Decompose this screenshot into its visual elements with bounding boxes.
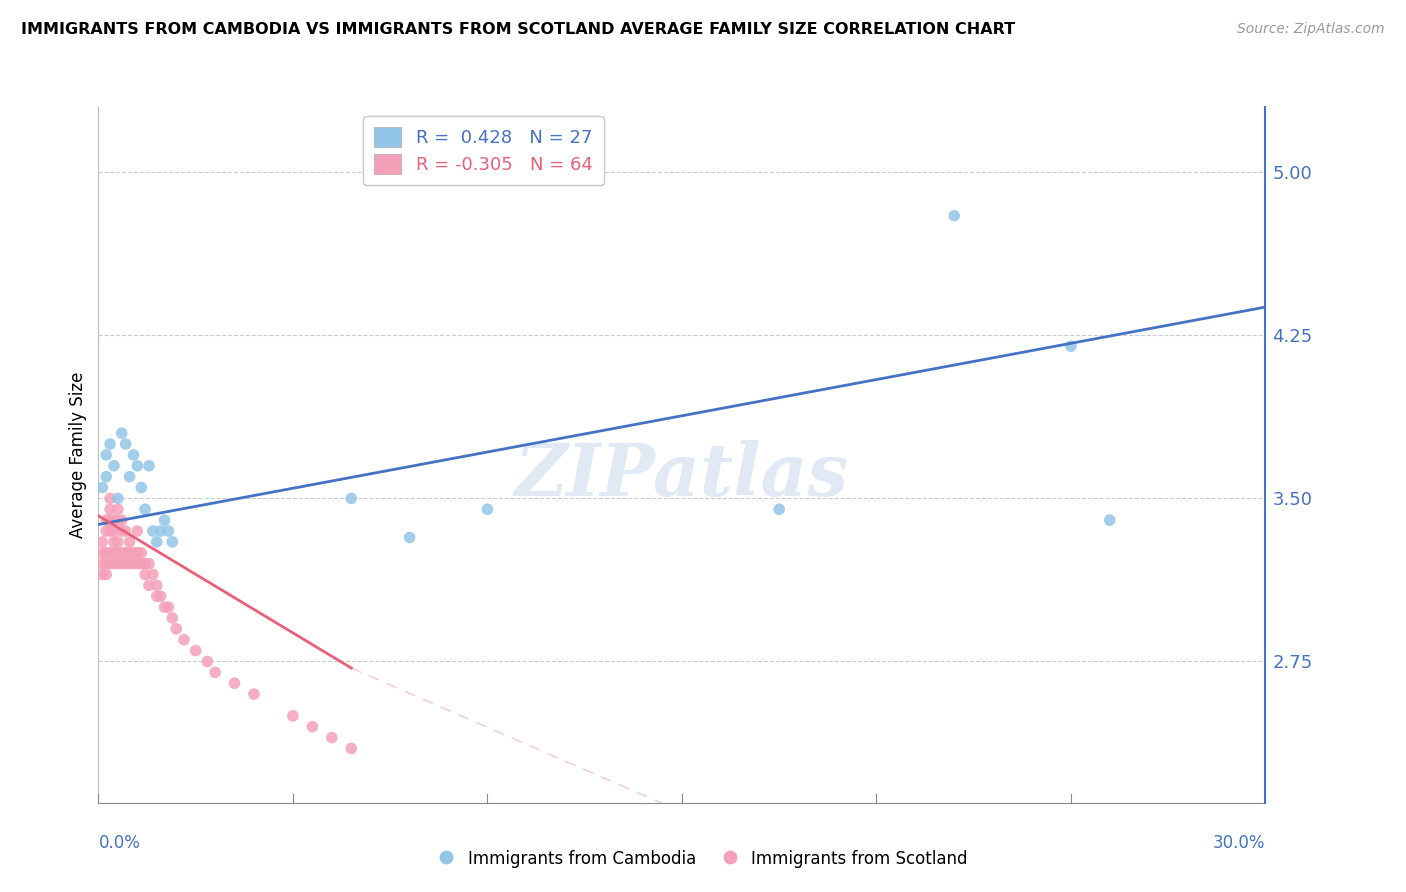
Point [134,502,156,516]
Point [173,632,195,647]
Point [127,557,149,571]
Point [111,557,134,571]
Point [195,655,218,669]
Point [98,437,121,451]
Point [118,534,141,549]
Point [111,513,134,527]
Point [111,524,134,538]
Point [138,557,160,571]
Point [243,687,266,701]
Point [96,513,118,527]
Point [477,502,499,516]
Point [114,524,136,538]
Text: 30.0%: 30.0% [1213,834,1265,852]
Point [340,741,363,756]
Point [321,731,343,745]
Point [162,611,184,625]
Legend: R =  0.428   N = 27, R = -0.305   N = 64: R = 0.428 N = 27, R = -0.305 N = 64 [364,116,603,185]
Point [146,589,169,603]
Point [114,437,136,451]
Point [134,557,156,571]
Text: ZIPatlas: ZIPatlas [515,441,849,511]
Point [118,546,141,560]
Point [91,546,114,560]
Point [204,665,226,680]
Text: IMMIGRANTS FROM CAMBODIA VS IMMIGRANTS FROM SCOTLAND AVERAGE FAMILY SIZE CORRELA: IMMIGRANTS FROM CAMBODIA VS IMMIGRANTS F… [21,22,1015,37]
Point [103,524,125,538]
Point [162,534,184,549]
Point [149,589,172,603]
Point [103,557,125,571]
Point [96,469,118,483]
Point [98,524,121,538]
Point [165,622,187,636]
Point [103,513,125,527]
Point [153,600,176,615]
Point [107,491,129,506]
Point [122,557,145,571]
Text: Source: ZipAtlas.com: Source: ZipAtlas.com [1237,22,1385,37]
Point [127,546,149,560]
Point [768,502,790,516]
Legend: Immigrants from Cambodia, Immigrants from Scotland: Immigrants from Cambodia, Immigrants fro… [432,844,974,875]
Point [103,546,125,560]
Point [129,546,152,560]
Point [127,524,149,538]
Point [398,531,420,545]
Point [111,546,134,560]
Point [96,546,118,560]
Point [118,469,141,483]
Point [146,534,169,549]
Point [340,491,363,506]
Point [96,567,118,582]
Point [1098,513,1121,527]
Point [96,524,118,538]
Point [107,557,129,571]
Point [129,557,152,571]
Point [149,524,172,538]
Point [142,524,165,538]
Point [111,426,134,441]
Point [91,481,114,495]
Point [91,567,114,582]
Point [107,534,129,549]
Point [103,534,125,549]
Point [118,557,141,571]
Point [114,546,136,560]
Point [134,567,156,582]
Point [107,513,129,527]
Point [153,513,176,527]
Point [98,557,121,571]
Point [96,557,118,571]
Y-axis label: Average Family Size: Average Family Size [69,372,87,538]
Point [98,513,121,527]
Point [96,448,118,462]
Point [138,578,160,592]
Point [98,502,121,516]
Point [129,481,152,495]
Point [146,578,169,592]
Point [122,546,145,560]
Point [138,458,160,473]
Point [91,557,114,571]
Point [127,458,149,473]
Point [157,524,180,538]
Point [142,567,165,582]
Point [114,557,136,571]
Point [184,643,207,657]
Point [98,546,121,560]
Point [107,546,129,560]
Point [1060,339,1083,353]
Point [281,708,304,723]
Point [943,209,966,223]
Point [98,491,121,506]
Point [122,448,145,462]
Text: 0.0%: 0.0% [98,834,141,852]
Point [157,600,180,615]
Point [224,676,246,690]
Point [91,534,114,549]
Point [301,720,323,734]
Point [103,458,125,473]
Point [107,502,129,516]
